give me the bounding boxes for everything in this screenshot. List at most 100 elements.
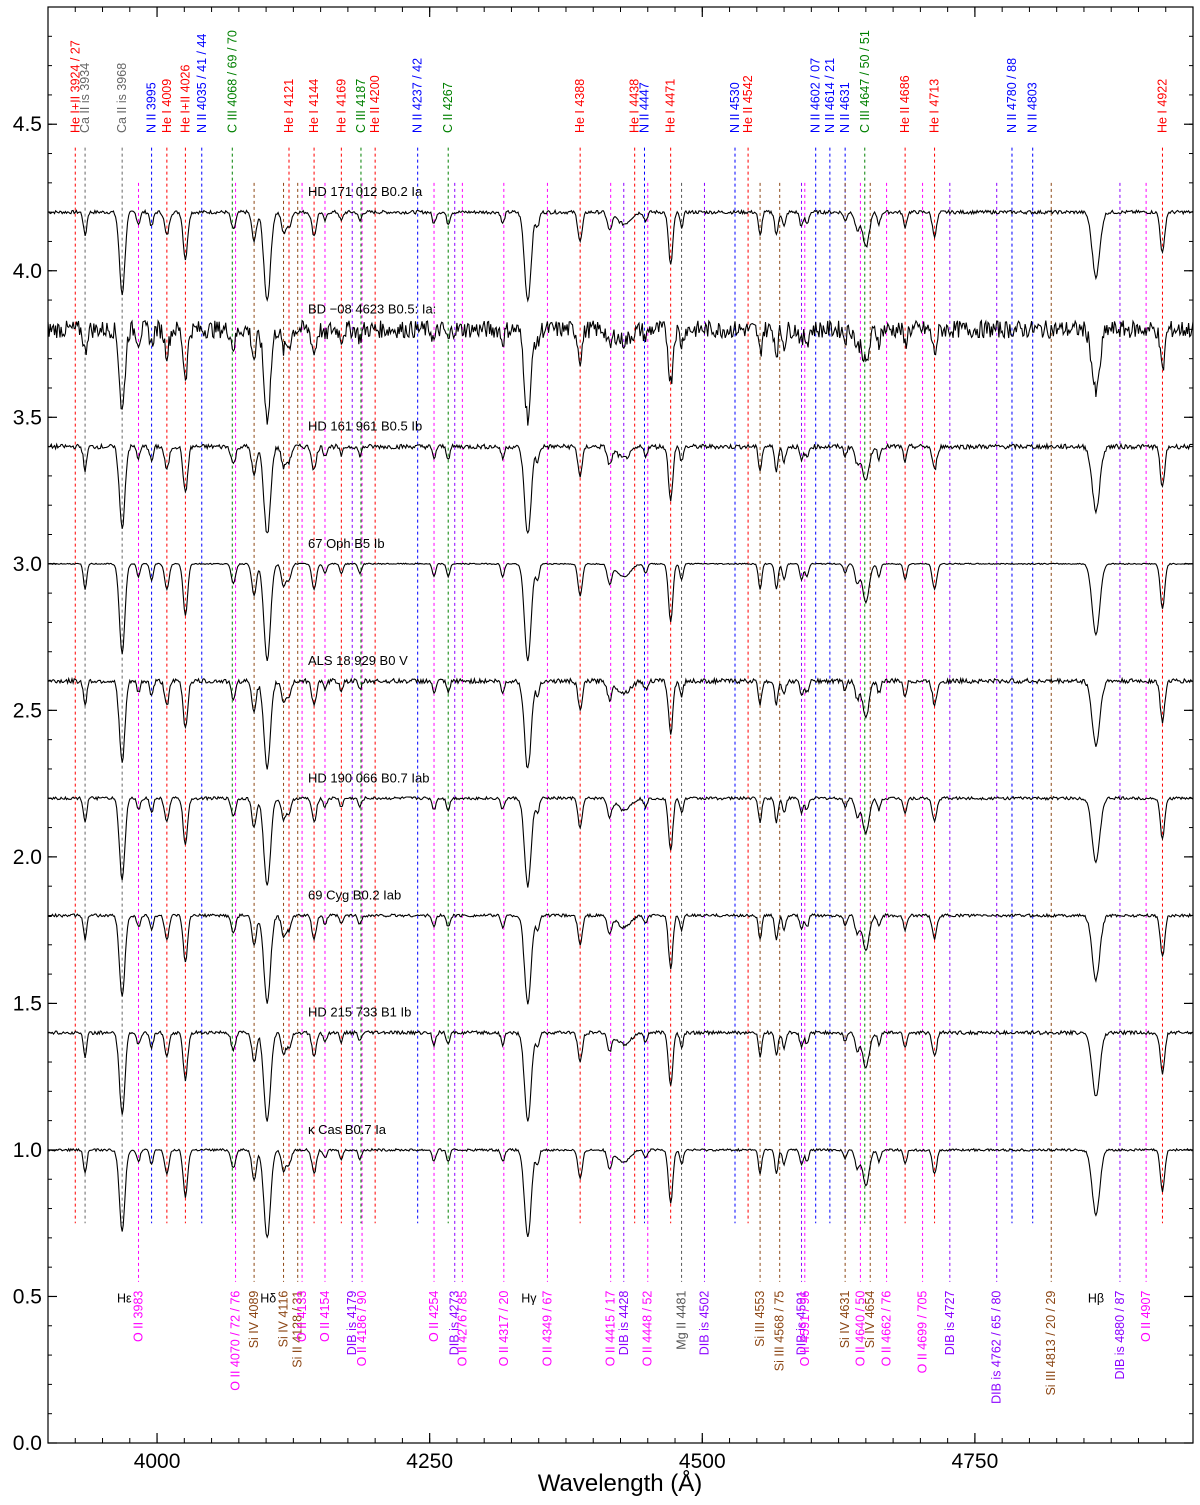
bottom-label-36: O II 4907 bbox=[1139, 1291, 1153, 1342]
y-tick-label: 1.5 bbox=[13, 992, 42, 1015]
top-label-15: He I 4388 bbox=[573, 79, 587, 133]
bottom-label-4: O II 3983 bbox=[132, 1291, 146, 1342]
hydrogen-label-3: Hβ bbox=[1088, 1291, 1104, 1305]
bottom-label-13: O II 4254 bbox=[427, 1291, 441, 1342]
star-label-5: HD 190 066 B0.7 Iab bbox=[308, 770, 429, 785]
spectrum-line-5 bbox=[47, 795, 1194, 888]
bottom-label-15: O II 4276 / 85 bbox=[455, 1291, 469, 1367]
bottom-label-35: DIB is 4880 / 87 bbox=[1113, 1291, 1127, 1380]
top-label-16: He I 4438 bbox=[628, 79, 642, 133]
x-tick-label: 4500 bbox=[679, 1450, 726, 1473]
bottom-label-32: DIB is 4727 bbox=[943, 1291, 957, 1356]
y-tick-label: 4.5 bbox=[13, 113, 42, 136]
top-label-5: He I+II 4026 bbox=[178, 65, 192, 133]
x-tick-label: 4000 bbox=[134, 1450, 181, 1473]
axes: 0.0 0.5 1.0 1.5 2.0 2.5 3.0 3.5 4.0 4.5 4000 4250 45… bbox=[13, 6, 1194, 1473]
bottom-line-labels: Hε Hδ Hγ Hβ O II 3983 O II 4070 / 72 / 76 Si I… bbox=[117, 1291, 1153, 1404]
bottom-label-28: O II 4640 / 50 bbox=[853, 1291, 867, 1367]
star-label-4: ALS 18 929 B0 V bbox=[308, 653, 408, 668]
top-label-23: N II 4631 bbox=[838, 82, 852, 133]
top-label-27: N II 4780 / 88 bbox=[1005, 58, 1019, 133]
bottom-label-30: O II 4662 / 76 bbox=[880, 1291, 894, 1367]
x-tick-label: 4750 bbox=[952, 1450, 999, 1473]
bottom-label-23: Si III 4553 bbox=[753, 1291, 767, 1347]
top-label-9: He I 4144 bbox=[307, 79, 321, 133]
star-label-1: BD −08 4623 B0.5: Ia: bbox=[308, 301, 436, 316]
bottom-label-9: O II 4133 bbox=[295, 1291, 309, 1342]
star-label-7: HD 215 733 B1 Ib bbox=[308, 1005, 411, 1020]
bottom-label-12: O II 4186 / 90 bbox=[355, 1291, 369, 1367]
top-label-13: N II 4237 / 42 bbox=[411, 58, 425, 133]
top-label-24: C III 4647 / 50 / 51 bbox=[858, 30, 872, 133]
top-label-26: He I 4713 bbox=[928, 79, 942, 133]
bottom-label-29: Si IV 4654 bbox=[863, 1291, 877, 1349]
spectrum-line-1 bbox=[47, 319, 1194, 426]
top-label-11: C III 4187 bbox=[354, 79, 368, 133]
y-tick-label: 2.5 bbox=[13, 699, 42, 722]
spectrum-line-2 bbox=[47, 442, 1194, 535]
x-axis-title: Wavelength (Å) bbox=[538, 1469, 703, 1497]
y-tick-label: 4.0 bbox=[13, 260, 42, 283]
bottom-label-5: O II 4070 / 72 / 76 bbox=[229, 1291, 243, 1391]
spectrum-line-3 bbox=[47, 562, 1194, 662]
top-label-20: He II 4542 bbox=[741, 75, 755, 133]
top-label-3: N II 3995 bbox=[145, 82, 159, 133]
top-label-2: Ca II is 3968 bbox=[115, 63, 129, 133]
top-label-25: He II 4686 bbox=[898, 75, 912, 133]
star-label-8: κ Cas B0.7 Ia bbox=[308, 1122, 387, 1137]
bottom-label-26: O II 4591 / 96 bbox=[798, 1291, 812, 1367]
bottom-label-22: DIB is 4502 bbox=[697, 1291, 711, 1356]
top-label-10: He I 4169 bbox=[334, 79, 348, 133]
top-label-7: C III 4068 / 69 / 70 bbox=[225, 30, 239, 133]
hydrogen-label-1: Hδ bbox=[260, 1291, 276, 1305]
top-label-21: N II 4602 / 07 bbox=[809, 58, 823, 133]
top-label-29: He I 4922 bbox=[1155, 79, 1169, 133]
y-tick-label: 2.0 bbox=[13, 846, 42, 869]
top-label-0: He I+II 3924 / 27 bbox=[68, 40, 82, 133]
top-label-28: N II 4803 bbox=[1026, 82, 1040, 133]
spectra bbox=[47, 208, 1194, 1239]
top-label-8: He I 4121 bbox=[282, 79, 296, 133]
spectrum-line-4 bbox=[47, 676, 1194, 770]
bottom-label-8: Si II 4128 / 31 bbox=[291, 1291, 305, 1368]
top-label-17: N II 4447 bbox=[637, 82, 651, 133]
bottom-label-24: Si III 4568 / 75 bbox=[773, 1291, 787, 1372]
bottom-label-21: Mg II 4481 bbox=[675, 1291, 689, 1350]
top-label-19: N II 4530 bbox=[728, 82, 742, 133]
star-label-0: HD 171 012 B0.2 Ia bbox=[308, 184, 423, 199]
top-label-1: Ca II is 3934 bbox=[78, 63, 92, 133]
hydrogen-label-0: Hε bbox=[117, 1291, 132, 1305]
y-tick-label: 0.0 bbox=[13, 1432, 42, 1455]
top-label-14: C II 4267 bbox=[441, 82, 455, 133]
top-label-22: N II 4614 / 21 bbox=[823, 58, 837, 133]
bottom-label-6: Si IV 4089 bbox=[247, 1291, 261, 1349]
bottom-label-20: O II 4448 / 52 bbox=[641, 1291, 655, 1367]
y-tick-label: 3.5 bbox=[13, 406, 42, 429]
bottom-label-27: Si IV 4631 bbox=[838, 1291, 852, 1349]
x-tick-label: 4250 bbox=[406, 1450, 453, 1473]
spectrum-line-0 bbox=[47, 208, 1194, 303]
bottom-label-14: DIB is 4273 bbox=[448, 1291, 462, 1356]
star-labels: HD 171 012 B0.2 Ia BD −08 4623 B0.5: Ia: H… bbox=[308, 184, 436, 1137]
star-label-6: 69 Cyg B0.2 Iab bbox=[308, 887, 401, 902]
top-label-6: N II 4035 / 41 / 44 bbox=[195, 34, 209, 133]
y-tick-label: 3.0 bbox=[13, 553, 42, 576]
bottom-label-34: Si III 4813 / 20 / 29 bbox=[1044, 1291, 1058, 1396]
star-label-3: 67 Oph B5 Ib bbox=[308, 536, 385, 551]
line-markers bbox=[74, 147, 1163, 1282]
top-label-18: He I 4471 bbox=[664, 79, 678, 133]
top-label-4: He I 4009 bbox=[160, 79, 174, 133]
bottom-label-17: O II 4349 / 67 bbox=[540, 1291, 554, 1367]
spectrum-line-8 bbox=[47, 1147, 1194, 1239]
star-label-2: HD 161 961 B0.5 Ib bbox=[308, 419, 422, 434]
bottom-label-19: DIB is 4428 bbox=[617, 1291, 631, 1356]
spectrum-line-6 bbox=[47, 912, 1194, 1005]
bottom-label-11: DIB is 4179 bbox=[345, 1291, 359, 1356]
top-label-12: He II 4200 bbox=[368, 75, 382, 133]
hydrogen-label-2: Hγ bbox=[521, 1291, 537, 1305]
y-tick-label: 0.5 bbox=[13, 1285, 42, 1308]
bottom-label-18: O II 4415 / 17 bbox=[604, 1291, 618, 1367]
y-tick-label: 1.0 bbox=[13, 1139, 42, 1162]
